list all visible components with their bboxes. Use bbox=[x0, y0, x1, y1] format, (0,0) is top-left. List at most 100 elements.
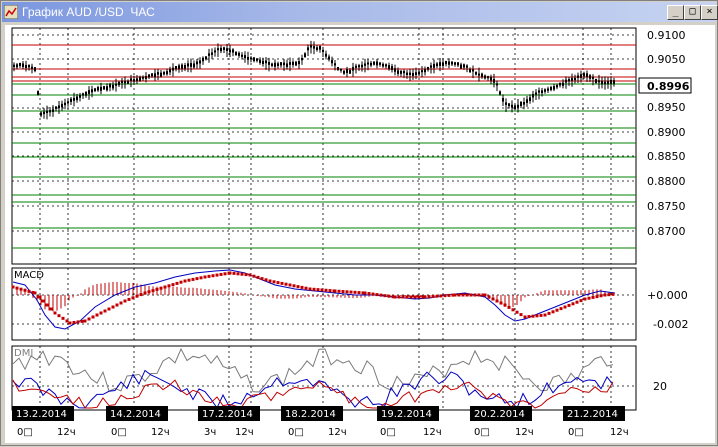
chart-canvas[interactable]: 0.9100 0.9050 0.8996 0.8950 0.8900 0.885… bbox=[5, 25, 715, 443]
date-label: 17.2.2014 bbox=[198, 406, 260, 421]
signal-dot bbox=[417, 295, 421, 299]
candle-body bbox=[373, 61, 375, 65]
hour-label: 12ч bbox=[610, 427, 629, 438]
hour-label: 0□ bbox=[380, 427, 396, 438]
candle-body bbox=[412, 72, 414, 76]
candle-body bbox=[580, 74, 582, 78]
candle-body bbox=[232, 49, 234, 53]
signal-dot bbox=[195, 277, 199, 281]
candle-body bbox=[226, 48, 228, 51]
date-label-text: 17.2.2014 bbox=[202, 409, 253, 420]
candle-body bbox=[304, 53, 306, 58]
signal-dot bbox=[393, 295, 397, 299]
signal-dot bbox=[276, 281, 280, 285]
candle-body bbox=[208, 53, 210, 56]
candle-body bbox=[427, 66, 429, 70]
candle-body bbox=[181, 64, 183, 69]
candle-body bbox=[130, 78, 132, 81]
price-axis-label: 0.8750 bbox=[647, 200, 686, 213]
candle-body bbox=[607, 81, 609, 84]
candle-body bbox=[316, 47, 318, 51]
candle-body bbox=[415, 72, 417, 76]
candle-body bbox=[229, 49, 231, 53]
signal-dot bbox=[571, 302, 575, 306]
date-label-text: 21.2.2014 bbox=[567, 409, 618, 420]
dmi-panel[interactable]: DMI 20 bbox=[11, 345, 667, 411]
candle-body bbox=[577, 75, 579, 78]
candle-body bbox=[247, 56, 249, 60]
candle-body bbox=[256, 58, 258, 61]
candle-body bbox=[58, 105, 60, 108]
signal-dot bbox=[240, 272, 244, 276]
macd-panel[interactable]: MACD +0.000 -0.002 bbox=[11, 267, 689, 341]
macd-grid bbox=[12, 268, 636, 340]
signal-dot bbox=[435, 294, 439, 298]
signal-dot bbox=[171, 283, 175, 287]
candle-body bbox=[274, 62, 276, 67]
candle-body bbox=[292, 61, 294, 65]
signal-dot bbox=[308, 287, 312, 291]
candle-body bbox=[310, 45, 312, 48]
date-label-text: 20.2.2014 bbox=[474, 409, 525, 420]
candle-body bbox=[532, 93, 534, 98]
candle-body bbox=[253, 57, 255, 62]
date-label: 21.2.2014 bbox=[563, 406, 625, 421]
candle-body bbox=[67, 101, 69, 104]
signal-dot bbox=[191, 277, 195, 281]
hour-label: 0□ bbox=[568, 427, 584, 438]
candle-body bbox=[589, 75, 591, 79]
candle-body bbox=[529, 97, 531, 102]
macd-low-label: -0.002 bbox=[653, 318, 688, 331]
candle-body bbox=[40, 112, 42, 116]
signal-dot bbox=[41, 299, 45, 303]
date-label: 14.2.2014 bbox=[106, 406, 168, 421]
candle-body bbox=[334, 63, 336, 66]
chart-area[interactable]: 0.9100 0.9050 0.8996 0.8950 0.8900 0.885… bbox=[5, 25, 715, 443]
signal-dot bbox=[123, 299, 127, 303]
candle-body bbox=[472, 69, 474, 72]
signal-dot bbox=[61, 316, 65, 320]
price-axis: 0.9100 0.9050 0.8996 0.8950 0.8900 0.885… bbox=[638, 29, 692, 238]
signal-dot bbox=[53, 311, 57, 315]
signal-dot bbox=[543, 313, 547, 317]
signal-dot bbox=[320, 288, 324, 292]
date-label: 18.2.2014 bbox=[281, 406, 343, 421]
minimize-button[interactable]: _ bbox=[667, 5, 684, 20]
close-button[interactable]: × bbox=[701, 5, 718, 20]
price-panel[interactable]: 0.9100 0.9050 0.8996 0.8950 0.8900 0.885… bbox=[11, 27, 692, 265]
candle-body bbox=[268, 61, 270, 65]
signal-dot bbox=[328, 289, 332, 293]
candle-body bbox=[37, 91, 39, 96]
macd-signal-line bbox=[11, 271, 615, 325]
candle-body bbox=[55, 106, 57, 109]
candle-body bbox=[202, 57, 204, 62]
candle-body bbox=[358, 65, 360, 68]
signal-dot bbox=[353, 290, 357, 294]
hour-label: 12ч bbox=[57, 427, 76, 438]
candle-body bbox=[436, 63, 438, 67]
candle-body bbox=[148, 74, 150, 78]
signal-dot bbox=[409, 295, 413, 299]
signal-dot bbox=[349, 290, 353, 294]
candle-body bbox=[397, 70, 399, 74]
title-bar[interactable]: График AUD /USD ЧАС _ □ × bbox=[2, 2, 718, 22]
signal-dot bbox=[367, 292, 371, 296]
candle-body bbox=[43, 111, 45, 115]
signal-dot bbox=[401, 295, 405, 299]
signal-dot bbox=[575, 300, 579, 304]
maximize-button[interactable]: □ bbox=[684, 5, 701, 20]
candle-body bbox=[160, 72, 162, 77]
price-grid bbox=[12, 28, 636, 264]
signal-dot bbox=[207, 274, 211, 278]
candle-body bbox=[463, 64, 465, 68]
signal-dot bbox=[65, 319, 69, 323]
signal-dot bbox=[68, 321, 72, 325]
candle-body bbox=[367, 62, 369, 65]
signal-dot bbox=[375, 293, 379, 297]
hour-label: 12ч bbox=[151, 427, 170, 438]
candle-body bbox=[124, 81, 126, 84]
candle-body bbox=[49, 110, 51, 113]
candle-body bbox=[259, 59, 261, 64]
signal-dot bbox=[11, 285, 15, 289]
candle-body bbox=[502, 98, 504, 102]
